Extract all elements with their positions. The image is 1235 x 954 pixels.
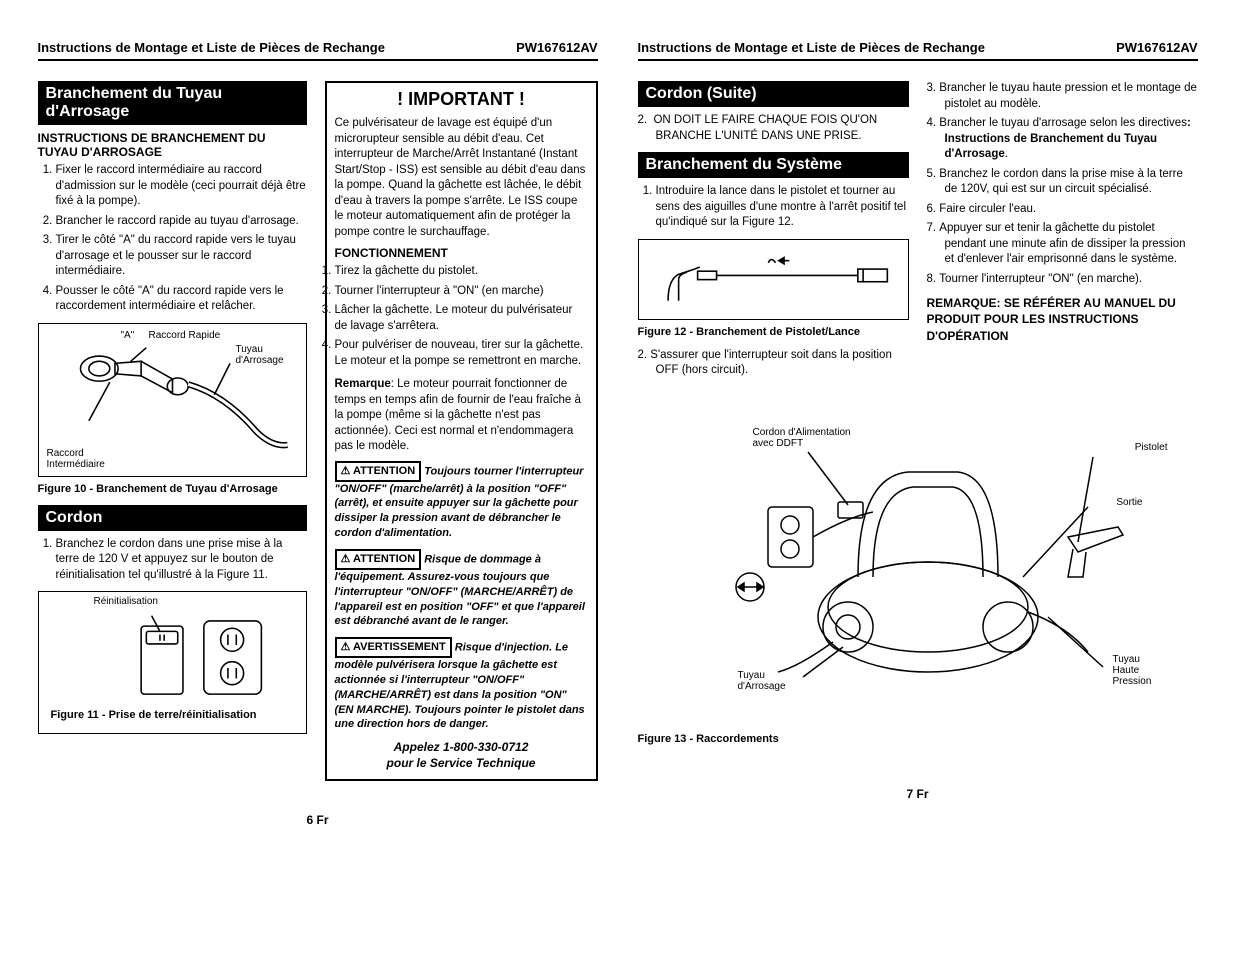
list-tuyau-steps: Fixer le raccord intermédiaire au raccor… bbox=[38, 163, 307, 315]
fig10-inter: Raccord Intermédiaire bbox=[47, 448, 127, 470]
fonc-title: FONCTIONNEMENT bbox=[327, 246, 596, 260]
list-cordon: Branchez le cordon dans une prise mise à… bbox=[38, 537, 307, 584]
sys-step6: 6. Faire circuler l'eau. bbox=[927, 202, 1198, 218]
attn1-lead: Toujours tourner l'interrupteur bbox=[424, 465, 583, 477]
t: Brancher le tuyau d'arrosage selon les d… bbox=[939, 117, 1187, 129]
fig11-reset: Réinitialisation bbox=[94, 596, 158, 607]
sub-instructions-tuyau: INSTRUCTIONS DE BRANCHEMENT DU TUYAU D'A… bbox=[38, 131, 307, 159]
left-column-1: Branchement du Tuyau d'Arrosage INSTRUCT… bbox=[38, 81, 307, 781]
sys-step5: 5. Branchez le cordon dans la prise mise… bbox=[927, 167, 1198, 198]
page-7: Instructions de Montage et Liste de Pièc… bbox=[638, 40, 1198, 827]
step: Brancher le raccord rapide au tuyau d'ar… bbox=[56, 214, 307, 230]
important-title: ! IMPORTANT ! bbox=[327, 89, 596, 110]
call-service: Appelez 1-800-330-0712 pour le Service T… bbox=[327, 740, 596, 779]
attention-label-1: ⚠ ATTENTION bbox=[335, 461, 422, 482]
step: Pour pulvériser de nouveau, tirer sur la… bbox=[335, 338, 588, 369]
sec-cordon: Cordon bbox=[38, 505, 307, 531]
fig13-tuyau-arr: Tuyau d'Arrosage bbox=[738, 670, 798, 692]
sec-branchement-systeme: Branchement du Système bbox=[638, 152, 909, 178]
header-model: PW167612AV bbox=[516, 40, 597, 55]
cordon-step1: Branchez le cordon dans une prise mise à… bbox=[56, 537, 307, 584]
avert-label: ⚠ AVERTISSEMENT bbox=[335, 637, 452, 658]
fig10-rapide: Raccord Rapide bbox=[149, 330, 221, 341]
step: Fixer le raccord intermédiaire au raccor… bbox=[56, 163, 307, 210]
figure-13: Cordon d'Alimentation avec DDFT Pistolet… bbox=[638, 417, 1198, 697]
sys-step2: 2. S'assurer que l'interrupteur soit dan… bbox=[638, 348, 909, 379]
figure-12 bbox=[638, 239, 909, 320]
systeme-list3: 3. Brancher le tuyau haute pression et l… bbox=[927, 81, 1198, 287]
sys-step2-text: S'assurer que l'interrupteur soit dans l… bbox=[650, 349, 892, 377]
fig10-tuyau: Tuyau d'Arrosage bbox=[236, 344, 296, 366]
step: Pousser le côté "A" du raccord rapide ve… bbox=[56, 284, 307, 315]
fonc-steps: Tirez la gâchette du pistolet. Tourner l… bbox=[327, 264, 596, 369]
remarque-block: Remarque: Le moteur pourrait fonctionner… bbox=[327, 377, 596, 455]
step: Lâcher la gâchette. Le moteur du pulvéri… bbox=[335, 303, 588, 334]
t: Appuyer sur et tenir la gâchette du pist… bbox=[939, 222, 1185, 265]
fig12-svg bbox=[647, 248, 900, 311]
page-header-right: Instructions de Montage et Liste de Pièc… bbox=[638, 40, 1198, 61]
figure-10: "A" Raccord Rapide Tuyau d'Arrosage Racc… bbox=[38, 323, 307, 477]
header-model-r: PW167612AV bbox=[1116, 40, 1197, 55]
fig12-caption: Figure 12 - Branchement de Pistolet/Lanc… bbox=[638, 326, 909, 338]
sec-cordon-suite: Cordon (Suite) bbox=[638, 81, 909, 107]
t: Faire circuler l'eau. bbox=[939, 203, 1036, 215]
important-intro: Ce pulvérisateur de lavage est équipé d'… bbox=[327, 116, 596, 240]
attention-label-2: ⚠ ATTENTION bbox=[335, 549, 422, 570]
systeme-list1: Introduire la lance dans le pistolet et … bbox=[638, 184, 909, 231]
fig13-pistolet: Pistolet bbox=[1135, 442, 1168, 453]
fig13-cordon: Cordon d'Alimentation avec DDFT bbox=[753, 427, 863, 449]
fig13-sortie: Sortie bbox=[1116, 497, 1142, 508]
page-number-6: 6 Fr bbox=[38, 813, 598, 827]
cordon-suite-list: 2. ON DOIT LE FAIRE CHAQUE FOIS QU'ON BR… bbox=[638, 113, 909, 144]
figure-11: Réinitialisation bbox=[38, 591, 307, 734]
attn2-text: l'équipement. Assurez-vous toujours que … bbox=[335, 571, 585, 628]
fig11-svg bbox=[47, 600, 298, 705]
t: Tourner l'interrupteur "ON" (en marche). bbox=[939, 273, 1142, 285]
left-column-2: ! IMPORTANT ! Ce pulvérisateur de lavage… bbox=[325, 81, 598, 781]
step: Tourner l'interrupteur à "ON" (en marche… bbox=[335, 284, 588, 300]
sys-step7: 7. Appuyer sur et tenir la gâchette du p… bbox=[927, 221, 1198, 268]
remarque-note: REMARQUE: SE RÉFÉRER AU MANUEL DU PRODUI… bbox=[927, 295, 1198, 344]
page-6: Instructions de Montage et Liste de Pièc… bbox=[38, 40, 598, 827]
page-number-7: 7 Fr bbox=[638, 787, 1198, 801]
attention-1: ⚠ ATTENTION Toujours tourner l'interrupt… bbox=[327, 461, 596, 541]
fig10-a: "A" bbox=[121, 330, 135, 341]
attn1-text: "ON/OFF" (marche/arrêt) à la position "O… bbox=[335, 483, 578, 540]
header-title: Instructions de Montage et Liste de Pièc… bbox=[38, 40, 385, 55]
cordon-step2-text: ON DOIT LE FAIRE CHAQUE FOIS QU'ON BRANC… bbox=[653, 114, 877, 142]
fig13-caption: Figure 13 - Raccordements bbox=[638, 733, 1198, 745]
cordon-step2: 2. ON DOIT LE FAIRE CHAQUE FOIS QU'ON BR… bbox=[638, 113, 909, 144]
fig11-caption: Figure 11 - Prise de terre/réinitialisat… bbox=[47, 705, 298, 725]
call-line1: Appelez 1-800-330-0712 bbox=[335, 740, 588, 756]
page-header-left: Instructions de Montage et Liste de Pièc… bbox=[38, 40, 598, 61]
sys-step4: 4. Brancher le tuyau d'arrosage selon le… bbox=[927, 116, 1198, 163]
systeme-list2: 2. S'assurer que l'interrupteur soit dan… bbox=[638, 348, 909, 379]
t: Brancher le tuyau haute pression et le m… bbox=[939, 82, 1197, 110]
attn2-lead: Risque de dommage à bbox=[424, 553, 541, 565]
header-title-r: Instructions de Montage et Liste de Pièc… bbox=[638, 40, 985, 55]
remarque-label: Remarque bbox=[335, 378, 391, 390]
sys-step1: Introduire la lance dans le pistolet et … bbox=[656, 184, 909, 231]
attention-2: ⚠ ATTENTION Risque de dommage à l'équipe… bbox=[327, 549, 596, 629]
right-column-1: Cordon (Suite) 2. ON DOIT LE FAIRE CHAQU… bbox=[638, 81, 909, 387]
sec-branchement-tuyau: Branchement du Tuyau d'Arrosage bbox=[38, 81, 307, 125]
avert-lead: Risque d'injection. bbox=[455, 642, 552, 654]
avertissement: ⚠ AVERTISSEMENT Risque d'injection. Le m… bbox=[327, 637, 596, 732]
call-line2: pour le Service Technique bbox=[335, 756, 588, 772]
step: Tirez la gâchette du pistolet. bbox=[335, 264, 588, 280]
fig10-caption: Figure 10 - Branchement de Tuyau d'Arros… bbox=[38, 483, 307, 495]
sys-step3: 3. Brancher le tuyau haute pression et l… bbox=[927, 81, 1198, 112]
t: Branchez le cordon dans la prise mise à … bbox=[939, 168, 1183, 196]
fig13-tuyau-hp: Tuyau Haute Pression bbox=[1113, 654, 1163, 687]
right-column-2: 3. Brancher le tuyau haute pression et l… bbox=[927, 81, 1198, 387]
step: Tirer le côté "A" du raccord rapide vers… bbox=[56, 233, 307, 280]
sys-step8: 8. Tourner l'interrupteur "ON" (en march… bbox=[927, 272, 1198, 288]
